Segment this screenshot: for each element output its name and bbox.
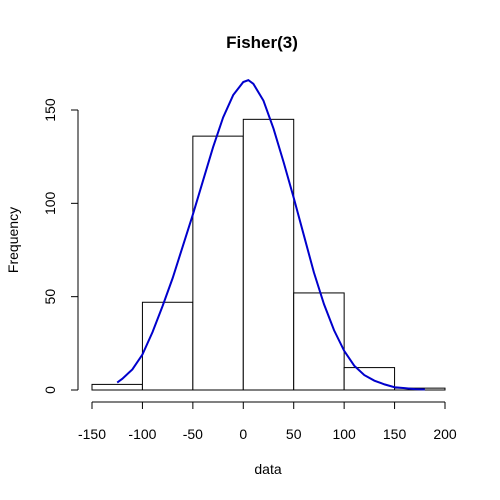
histogram-bar-3 <box>242 118 295 391</box>
x-tick-label: 200 <box>433 426 457 442</box>
density-curve <box>116 79 425 391</box>
x-axis: -150 -100 -50 0 50 100 150 200 <box>78 401 457 442</box>
x-axis-label: data <box>254 461 281 477</box>
x-tick-label: 0 <box>239 426 247 442</box>
histogram-bar-2 <box>192 135 244 391</box>
x-tick-label: 150 <box>383 426 407 442</box>
x-tick-label: -50 <box>183 426 203 442</box>
histogram-bar-0 <box>91 383 143 391</box>
histogram-bar-4 <box>293 292 345 391</box>
y-tick-label: 150 <box>42 98 58 122</box>
y-axis: 0 50 100 150 <box>42 98 79 394</box>
histogram-bar-1 <box>141 301 194 391</box>
chart-title: Fisher(3) <box>226 33 298 52</box>
histogram-bars <box>91 118 446 391</box>
x-tick-label: 50 <box>286 426 302 442</box>
y-axis-label: Frequency <box>5 207 21 273</box>
y-tick-label: 50 <box>42 289 58 305</box>
x-tick-label: -150 <box>78 426 106 442</box>
x-tick-label: -100 <box>128 426 156 442</box>
y-tick-label: 0 <box>42 386 58 394</box>
y-tick-label: 100 <box>42 191 58 215</box>
x-tick-label: 100 <box>332 426 356 442</box>
